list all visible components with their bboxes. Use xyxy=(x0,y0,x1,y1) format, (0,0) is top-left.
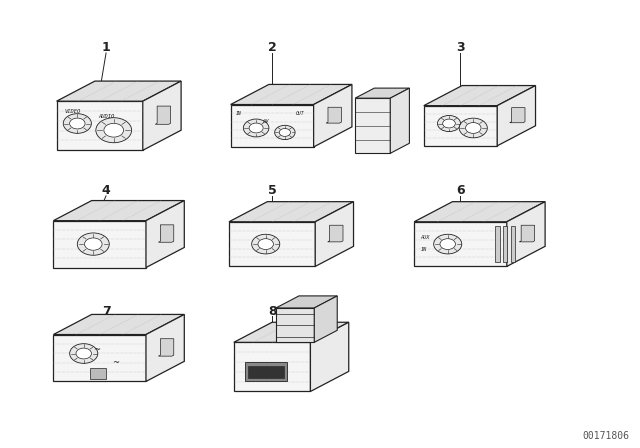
Text: AUX: AUX xyxy=(420,235,430,240)
Polygon shape xyxy=(159,339,173,356)
Polygon shape xyxy=(511,226,515,262)
Polygon shape xyxy=(276,296,337,308)
Circle shape xyxy=(63,114,92,134)
Polygon shape xyxy=(424,86,536,106)
Polygon shape xyxy=(507,202,545,267)
Circle shape xyxy=(84,238,102,250)
Text: 4: 4 xyxy=(102,184,111,197)
Text: 7: 7 xyxy=(102,305,111,318)
Polygon shape xyxy=(316,202,353,267)
Circle shape xyxy=(77,233,109,255)
Polygon shape xyxy=(509,108,525,123)
Circle shape xyxy=(460,118,487,138)
Polygon shape xyxy=(326,107,341,123)
Circle shape xyxy=(258,239,273,250)
Circle shape xyxy=(275,125,295,140)
Circle shape xyxy=(76,348,92,359)
Polygon shape xyxy=(248,366,284,379)
Polygon shape xyxy=(495,226,500,262)
Circle shape xyxy=(70,344,98,363)
Polygon shape xyxy=(53,201,184,221)
Circle shape xyxy=(249,123,263,133)
Polygon shape xyxy=(497,86,536,146)
Text: VIDEO: VIDEO xyxy=(64,108,81,113)
Circle shape xyxy=(438,116,461,132)
Polygon shape xyxy=(56,81,181,101)
Polygon shape xyxy=(53,314,184,335)
Polygon shape xyxy=(234,322,349,342)
Text: 00171806: 00171806 xyxy=(583,431,630,440)
Polygon shape xyxy=(390,88,410,153)
Polygon shape xyxy=(230,104,314,147)
Text: IN: IN xyxy=(420,247,427,252)
Text: ~: ~ xyxy=(112,358,119,367)
Polygon shape xyxy=(143,81,181,151)
Polygon shape xyxy=(414,202,545,222)
Polygon shape xyxy=(244,362,287,381)
Circle shape xyxy=(465,123,481,134)
Polygon shape xyxy=(229,202,353,222)
Polygon shape xyxy=(424,106,497,146)
Circle shape xyxy=(252,234,280,254)
Text: 6: 6 xyxy=(456,184,465,197)
Polygon shape xyxy=(314,84,352,147)
Polygon shape xyxy=(90,368,106,379)
Circle shape xyxy=(243,119,269,137)
Polygon shape xyxy=(230,84,352,104)
Polygon shape xyxy=(234,342,310,392)
Text: AV: AV xyxy=(262,119,269,124)
Text: OUT: OUT xyxy=(296,111,304,116)
Polygon shape xyxy=(519,225,534,242)
Polygon shape xyxy=(328,225,343,242)
Text: ~: ~ xyxy=(93,345,100,353)
Polygon shape xyxy=(53,335,146,381)
Polygon shape xyxy=(53,221,146,267)
Circle shape xyxy=(434,234,462,254)
Polygon shape xyxy=(355,88,410,98)
Polygon shape xyxy=(355,98,390,153)
Polygon shape xyxy=(56,101,143,151)
Text: IN: IN xyxy=(236,111,241,116)
Polygon shape xyxy=(414,222,507,267)
Text: 3: 3 xyxy=(456,41,465,54)
Polygon shape xyxy=(146,201,184,267)
Circle shape xyxy=(443,119,455,128)
Circle shape xyxy=(279,129,291,136)
Circle shape xyxy=(104,123,124,137)
Polygon shape xyxy=(146,314,184,381)
Circle shape xyxy=(70,118,85,129)
Polygon shape xyxy=(159,225,173,242)
Polygon shape xyxy=(156,106,171,124)
Polygon shape xyxy=(503,226,508,262)
Polygon shape xyxy=(229,222,316,267)
Text: 1: 1 xyxy=(102,41,111,54)
Circle shape xyxy=(96,118,132,143)
Text: 2: 2 xyxy=(268,41,276,54)
Circle shape xyxy=(440,239,456,250)
Text: AUDIO: AUDIO xyxy=(98,114,115,119)
Text: 8: 8 xyxy=(268,305,276,318)
Text: 5: 5 xyxy=(268,184,276,197)
Polygon shape xyxy=(314,296,337,342)
Polygon shape xyxy=(310,322,349,392)
Polygon shape xyxy=(276,308,314,342)
